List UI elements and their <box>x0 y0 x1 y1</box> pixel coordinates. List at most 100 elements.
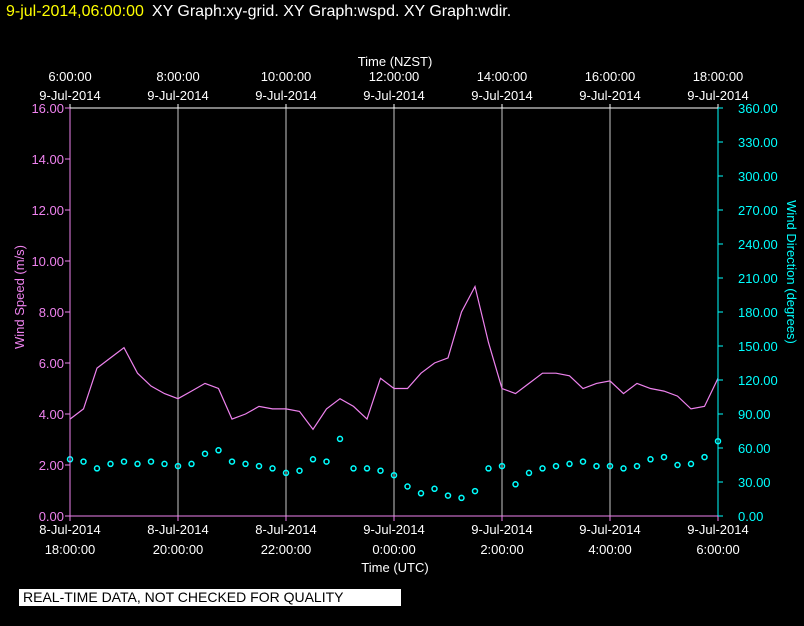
x-bottom-tick-time: 0:00:00 <box>372 542 415 557</box>
y-right-tick-label: 60.00 <box>738 441 771 456</box>
y-right-tick-label: 330.00 <box>738 135 778 150</box>
wdir-data-point <box>633 462 641 470</box>
wdir-data-point <box>120 458 128 465</box>
wdir-data-point <box>174 462 182 470</box>
x-top-tick-time: 16:00:00 <box>585 69 636 84</box>
quality-disclaimer: REAL-TIME DATA, NOT CHECKED FOR QUALITY <box>19 589 401 606</box>
y-right-tick-label: 270.00 <box>738 203 778 218</box>
x-bottom-tick-date: 9-Jul-2014 <box>471 522 532 537</box>
y-left-tick-label: 12.00 <box>31 203 64 218</box>
y-left-tick-label: 4.00 <box>39 407 64 422</box>
x-top-tick-date: 9-Jul-2014 <box>579 88 640 103</box>
wdir-data-point <box>188 460 195 468</box>
y-left-axis-title: Wind Speed (m/s) <box>12 245 27 349</box>
y-right-tick-label: 240.00 <box>738 237 778 252</box>
wdir-data-point <box>228 458 236 465</box>
wdir-data-point <box>134 460 141 468</box>
wdir-data-point <box>498 462 506 470</box>
wdir-data-point <box>242 460 249 468</box>
wdir-data-point <box>552 462 560 470</box>
x-top-tick-time: 8:00:00 <box>156 69 199 84</box>
wdir-data-point <box>660 453 668 461</box>
y-left-tick-label: 14.00 <box>31 152 64 167</box>
y-right-axis-title: Wind Direction (degrees) <box>784 200 799 344</box>
x-bottom-tick-date: 9-Jul-2014 <box>363 522 424 537</box>
y-left-tick-label: 0.00 <box>39 509 64 524</box>
wdir-data-point <box>255 462 263 470</box>
x-top-tick-date: 9-Jul-2014 <box>39 88 100 103</box>
wdir-data-point <box>701 453 708 461</box>
x-bottom-tick-date: 8-Jul-2014 <box>147 522 208 537</box>
wdir-data-point <box>458 494 465 502</box>
wdir-data-point <box>512 481 519 488</box>
wdir-data-point <box>350 465 357 472</box>
timestamp: 9-jul-2014,06:00:00 <box>6 3 144 20</box>
wdir-data-point <box>404 483 411 490</box>
wdir-data-point <box>687 460 695 468</box>
wdir-data-point <box>363 465 371 472</box>
wdir-data-point <box>282 469 290 477</box>
y-right-tick-label: 210.00 <box>738 271 778 286</box>
wdir-data-point <box>323 458 330 465</box>
x-bottom-tick-time: 2:00:00 <box>480 542 523 557</box>
x-top-tick-date: 9-Jul-2014 <box>363 88 424 103</box>
y-right-tick-label: 30.00 <box>738 475 771 490</box>
wdir-data-point <box>201 450 209 457</box>
x-top-tick-time: 14:00:00 <box>477 69 528 84</box>
x-top-tick-time: 12:00:00 <box>369 69 420 84</box>
x-bottom-tick-time: 18:00:00 <box>45 542 96 557</box>
x-bottom-tick-time: 22:00:00 <box>261 542 312 557</box>
y-right-tick-label: 360.00 <box>738 101 778 116</box>
x-top-tick-time: 6:00:00 <box>48 69 91 84</box>
y-left-tick-label: 16.00 <box>31 101 64 116</box>
wdir-data-point <box>296 467 303 474</box>
x-bottom-tick-date: 8-Jul-2014 <box>255 522 316 537</box>
wdir-data-point <box>606 462 614 470</box>
x-bottom-tick-time: 4:00:00 <box>588 542 631 557</box>
wdir-data-point <box>579 458 587 465</box>
y-right-tick-label: 180.00 <box>738 305 778 320</box>
x-top-axis-title: Time (NZST) <box>358 54 433 69</box>
x-bottom-axis-title: Time (UTC) <box>361 560 428 575</box>
x-bottom-tick-date: 9-Jul-2014 <box>579 522 640 537</box>
wdir-data-point <box>309 456 317 463</box>
x-bottom-tick-date: 8-Jul-2014 <box>39 522 100 537</box>
wdir-data-point <box>593 462 600 470</box>
wdir-data-point <box>269 465 276 472</box>
wdir-data-point <box>431 485 438 493</box>
wspd-series-line <box>69 284 719 431</box>
x-top-tick-date: 9-Jul-2014 <box>255 88 316 103</box>
wdir-data-point <box>147 458 155 465</box>
graph-header: 9-jul-2014,06:00:00 XY Graph:xy-grid. XY … <box>6 3 511 21</box>
y-left-tick-label: 8.00 <box>39 305 64 320</box>
wdir-data-point <box>377 467 384 474</box>
x-top-tick-time: 18:00:00 <box>693 69 744 84</box>
y-left-tick-label: 6.00 <box>39 356 64 371</box>
x-bottom-tick-time: 20:00:00 <box>153 542 204 557</box>
wdir-data-point <box>525 469 533 477</box>
wdir-data-point <box>93 465 101 472</box>
wdir-data-point <box>674 461 681 469</box>
x-top-tick-date: 9-Jul-2014 <box>471 88 532 103</box>
wdir-data-point <box>647 456 654 463</box>
y-left-tick-label: 2.00 <box>39 458 64 473</box>
y-right-tick-label: 0.00 <box>738 509 763 524</box>
wdir-data-point <box>161 460 168 468</box>
y-right-tick-label: 300.00 <box>738 169 778 184</box>
x-bottom-tick-time: 6:00:00 <box>696 542 739 557</box>
wdir-data-point <box>80 458 87 465</box>
x-top-tick-time: 10:00:00 <box>261 69 312 84</box>
wdir-data-point <box>336 435 344 443</box>
x-top-tick-date: 9-Jul-2014 <box>687 88 748 103</box>
x-top-tick-date: 9-Jul-2014 <box>147 88 208 103</box>
graph-names: XY Graph:xy-grid. XY Graph:wspd. XY Grap… <box>151 3 512 20</box>
wdir-data-point <box>485 465 492 472</box>
wdir-data-point <box>620 465 627 472</box>
wdir-data-point <box>215 447 222 454</box>
wdir-data-point <box>539 465 546 472</box>
wdir-data-point <box>417 490 425 497</box>
wdir-data-point <box>566 460 573 468</box>
wdir-data-point <box>444 492 452 499</box>
y-right-tick-label: 90.00 <box>738 407 771 422</box>
